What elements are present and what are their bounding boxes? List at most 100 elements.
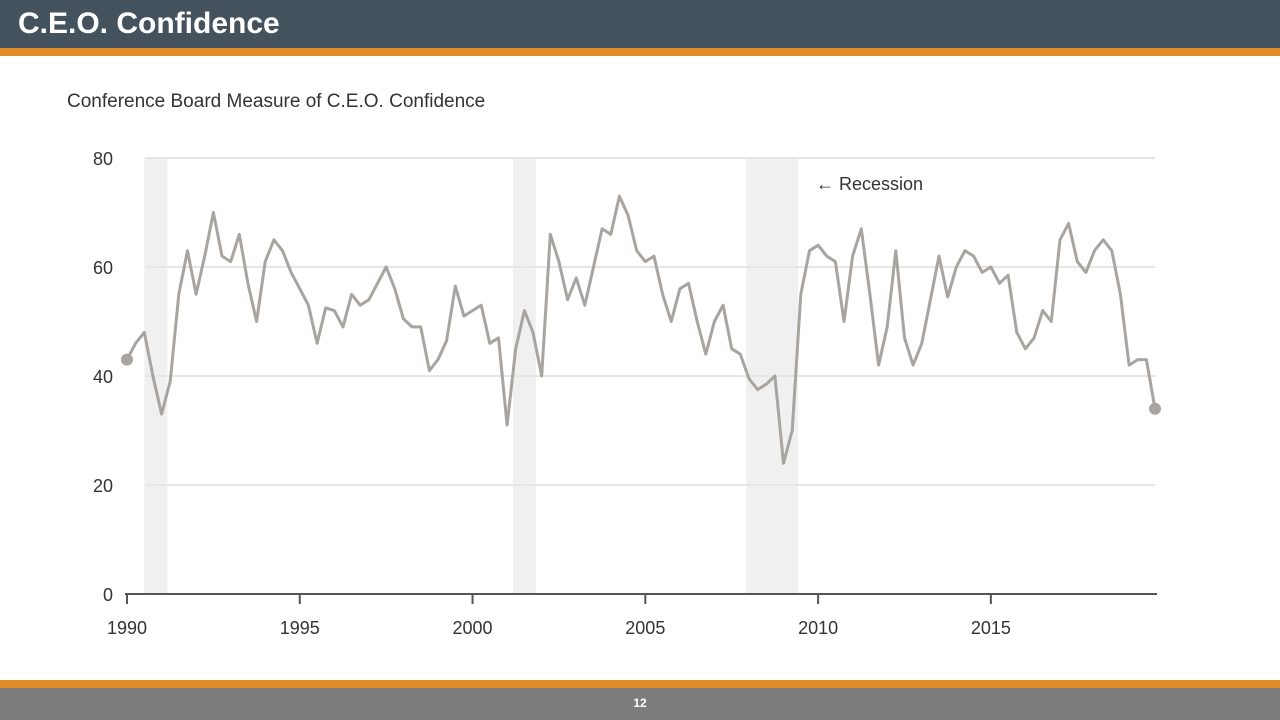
data-point — [730, 347, 733, 350]
data-point — [168, 380, 172, 383]
chart-title: Conference Board Measure of C.E.O. Confi… — [67, 91, 485, 112]
data-point — [799, 293, 803, 296]
data-point — [955, 265, 958, 269]
data-point — [721, 303, 725, 307]
series-start-point — [121, 353, 133, 366]
footer-bar: 12 — [0, 688, 1280, 720]
data-point — [514, 347, 517, 350]
data-point — [600, 227, 604, 231]
data-point — [695, 320, 699, 323]
data-point — [1101, 238, 1105, 241]
data-point — [1093, 249, 1096, 252]
x-tick-label-1990: 1990 — [107, 618, 147, 638]
data-point — [298, 287, 301, 290]
data-point — [194, 293, 198, 296]
data-point — [1136, 358, 1139, 361]
x-tick-label-2015: 2015 — [971, 618, 1011, 638]
data-point — [471, 309, 474, 312]
data-point — [592, 265, 595, 269]
data-point — [877, 363, 880, 367]
data-point — [410, 325, 414, 329]
data-point — [911, 363, 915, 367]
series-layer — [121, 194, 1161, 465]
data-point — [419, 325, 422, 329]
data-point — [1084, 271, 1088, 274]
gridlines — [145, 157, 1155, 486]
data-point — [1145, 358, 1148, 361]
data-point — [765, 382, 768, 386]
series-end-point — [1149, 402, 1161, 415]
x-tick-label-1995: 1995 — [280, 618, 320, 638]
data-point — [920, 342, 923, 345]
data-point — [644, 260, 647, 263]
data-point — [1110, 249, 1114, 252]
data-point — [609, 233, 612, 236]
data-point — [1041, 309, 1044, 312]
data-point — [929, 298, 932, 301]
data-point — [367, 298, 371, 301]
data-point — [886, 325, 889, 329]
data-point — [981, 271, 984, 274]
data-point — [229, 260, 232, 263]
data-point — [540, 374, 543, 378]
data-point — [894, 249, 898, 252]
data-point — [989, 265, 993, 269]
data-point — [428, 369, 431, 372]
data-point — [384, 265, 388, 269]
data-point — [670, 320, 673, 323]
data-point — [151, 374, 155, 378]
data-point — [937, 254, 941, 258]
data-point — [998, 282, 1001, 285]
data-point — [678, 287, 682, 290]
title-bar: C.E.O. Confidence — [0, 0, 1280, 48]
data-point — [549, 233, 552, 236]
data-point — [264, 260, 267, 263]
data-point — [341, 325, 345, 329]
data-point — [626, 214, 630, 217]
data-point — [324, 306, 327, 310]
data-point — [307, 303, 310, 307]
data-point — [739, 353, 742, 356]
data-point — [1119, 293, 1122, 296]
data-point — [462, 314, 466, 318]
data-point — [842, 320, 846, 323]
data-point — [583, 303, 587, 307]
data-point — [816, 244, 820, 247]
page-number: 12 — [633, 696, 647, 710]
data-point — [445, 339, 448, 342]
data-point — [281, 249, 284, 252]
data-point — [773, 374, 777, 378]
data-point — [704, 353, 707, 356]
data-point — [143, 331, 146, 334]
data-point — [782, 462, 785, 465]
data-point — [1058, 238, 1062, 241]
data-point — [531, 331, 535, 334]
data-point — [756, 388, 759, 391]
data-point — [1050, 320, 1053, 323]
data-point — [393, 287, 396, 290]
data-point — [359, 303, 362, 307]
recession-annotation: ← Recession — [816, 174, 923, 194]
data-point — [505, 423, 509, 427]
data-point — [220, 254, 224, 258]
data-point — [246, 282, 250, 285]
data-point — [523, 309, 526, 312]
data-point — [1024, 347, 1027, 350]
data-point — [238, 233, 241, 236]
data-point — [808, 249, 811, 252]
data-point — [790, 429, 794, 432]
data-point — [203, 254, 206, 258]
data-point — [972, 254, 975, 258]
data-point — [825, 254, 828, 258]
data-point — [333, 309, 336, 312]
data-point — [661, 293, 664, 296]
data-point — [566, 298, 569, 301]
data-point — [868, 293, 872, 296]
data-point — [1015, 331, 1018, 334]
slide-title: C.E.O. Confidence — [18, 7, 280, 40]
ceo-confidence-line-chart: Conference Board Measure of C.E.O. Confi… — [67, 91, 1161, 638]
data-point — [851, 254, 854, 258]
data-point — [315, 342, 319, 345]
data-point — [903, 336, 906, 340]
data-point — [402, 317, 405, 320]
